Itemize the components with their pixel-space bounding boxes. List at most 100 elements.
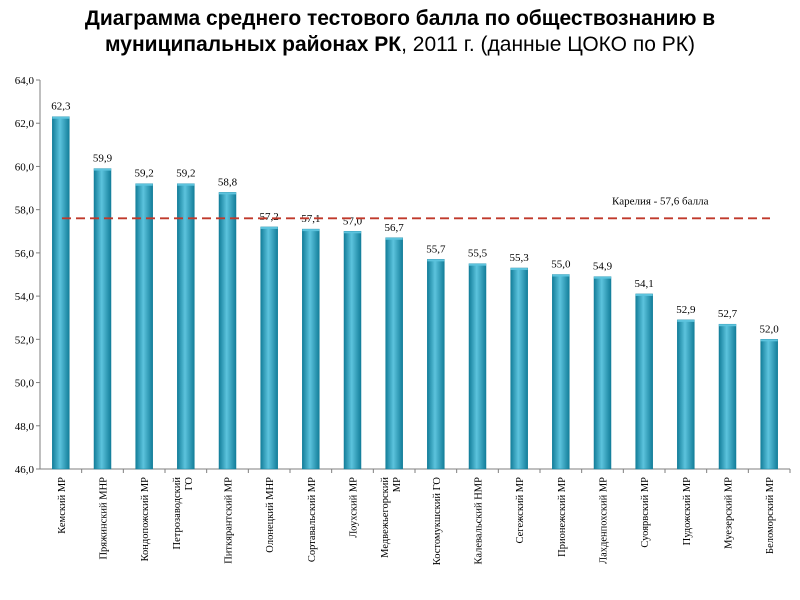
bar-value-label: 54,9 [593, 261, 613, 273]
bar-top [594, 276, 611, 279]
title-line-1: Диаграмма среднего тестового балла по об… [84, 7, 716, 30]
bar-value-label: 57,1 [301, 213, 320, 225]
category-label-line: Пудожский МР [682, 477, 693, 546]
bar-top [469, 263, 486, 266]
category-label-line: Лоухский МР [349, 477, 360, 538]
bar [635, 293, 653, 470]
category-label-line: Суоярвский МР [640, 477, 651, 548]
bar [718, 323, 737, 470]
category-label: Беломорский МР [765, 477, 776, 554]
category-label: Сегежский МР [515, 477, 526, 544]
category-label-line: Калевальский НМР [474, 477, 485, 565]
bars-group: 62,3 59,9 59,2 59,2 58,8 57,2 57,1 57,0 56,7 55,7… [51, 101, 780, 470]
category-label: Пряжинский МНР [99, 477, 110, 560]
bar-top [177, 183, 195, 186]
category-label-line: Костомукшский ГО [432, 477, 443, 566]
bar-top [635, 293, 653, 296]
bar [468, 263, 487, 470]
chart-title: Диаграмма среднего тестового балла по об… [0, 6, 800, 58]
bar-top [552, 274, 570, 277]
category-label-line: МР [392, 477, 403, 492]
category-label: Кондопожский МР [140, 477, 151, 562]
category-label: Сортавальский МР [307, 477, 318, 562]
title-tail: , 2011 г. (данные ЦОКО по РК) [401, 33, 695, 56]
y-tick-label: 46,0 [15, 464, 35, 476]
bar [677, 319, 695, 470]
reference-label: Карелия - 57,6 балла [612, 195, 709, 207]
bar [343, 231, 362, 470]
axes-group: 46,0 48,0 50,0 52,0 54,0 56,0 58,0 60,0 62,0 64,0… [15, 75, 791, 566]
category-label-line: Сегежский МР [515, 477, 526, 544]
title-line-2: муниципальных районах РК [105, 33, 402, 56]
bar-top [260, 226, 278, 229]
bar-top [510, 268, 528, 271]
bar-value-label: 58,8 [218, 176, 238, 188]
y-tick-label: 64,0 [15, 75, 35, 87]
bar-top [135, 183, 153, 186]
y-tick-label: 62,0 [15, 118, 35, 130]
bar [177, 183, 195, 470]
category-label-line: Петрозаводский [172, 477, 183, 550]
bar-top [219, 192, 236, 195]
category-label: Петрозаводский ГО [172, 477, 195, 550]
bar-value-label: 52,9 [676, 304, 696, 316]
bar-value-label: 57,2 [260, 211, 279, 223]
bar [427, 259, 445, 470]
bar-top [677, 319, 695, 322]
bar-value-label: 59,2 [135, 168, 154, 180]
bar-value-label: 57,0 [343, 215, 363, 227]
category-label: Кемский МР [57, 477, 68, 534]
category-label: Олонецкий МНР [265, 477, 276, 553]
bar-top [344, 231, 361, 234]
category-label-line: Сортавальский МР [307, 477, 318, 562]
category-label: Лоухский МР [349, 477, 360, 538]
bar-value-label: 52,0 [760, 323, 780, 335]
bar-value-label: 54,1 [635, 278, 654, 290]
y-tick-label: 58,0 [15, 205, 35, 217]
bar [93, 168, 112, 470]
y-tick-label: 48,0 [15, 421, 35, 433]
bar-value-label: 55,7 [426, 243, 446, 255]
bar-value-label: 56,7 [385, 222, 405, 234]
bar-value-label: 59,9 [93, 153, 113, 165]
category-label-line: Кемский МР [57, 477, 68, 534]
category-label-line: Питкярантский МР [224, 477, 235, 564]
y-tick-label: 54,0 [15, 291, 35, 303]
category-label: Медвежьегорский МР [380, 477, 403, 558]
category-label: Муезерский МР [724, 477, 735, 549]
category-label-line: Прионежский МР [557, 477, 568, 557]
category-label-line: Пряжинский МНР [99, 477, 110, 560]
bar-top [52, 116, 70, 119]
category-label-line: Муезерский МР [724, 477, 735, 549]
bar [552, 274, 570, 470]
category-label: Питкярантский МР [224, 477, 235, 564]
category-label-line: ГО [184, 477, 195, 491]
bar-value-label: 55,3 [510, 252, 530, 264]
bar-value-label: 52,7 [718, 308, 738, 320]
y-tick-label: 50,0 [15, 378, 35, 390]
bar-value-label: 59,2 [176, 168, 195, 180]
bar-top [302, 229, 320, 232]
bar-top [760, 339, 778, 342]
category-label: Пудожский МР [682, 477, 693, 546]
bar [218, 192, 237, 470]
y-tick-label: 56,0 [15, 248, 35, 260]
category-label: Костомукшский ГО [432, 477, 443, 566]
bar-top [427, 259, 445, 262]
bar-value-label: 62,3 [51, 101, 71, 113]
bar [52, 116, 70, 470]
bar [302, 228, 320, 470]
category-label: Калевальский НМР [474, 477, 485, 565]
bar-top [385, 237, 403, 240]
y-tick-label: 52,0 [15, 334, 35, 346]
category-label-line: Кондопожский МР [140, 477, 151, 562]
category-label: Суоярвский МР [640, 477, 651, 548]
category-label-line: Беломорский МР [765, 477, 776, 554]
category-label-line: Лахденпохский МР [599, 477, 610, 564]
bar [385, 237, 403, 470]
bar [760, 339, 778, 470]
bar-value-label: 55,5 [468, 248, 488, 260]
category-label-line: Медвежьегорский [380, 477, 391, 558]
bar [135, 183, 153, 470]
